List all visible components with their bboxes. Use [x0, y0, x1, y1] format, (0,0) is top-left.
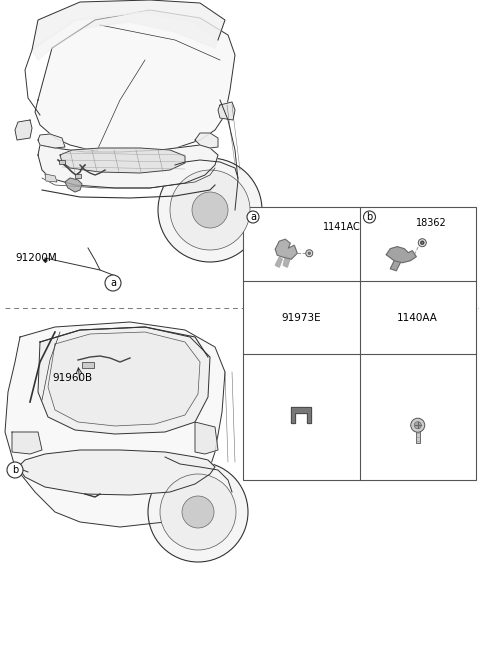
Polygon shape — [12, 432, 42, 454]
Polygon shape — [45, 174, 57, 182]
Polygon shape — [32, 12, 218, 60]
Circle shape — [158, 158, 262, 262]
Text: 1140AA: 1140AA — [397, 312, 438, 323]
Circle shape — [192, 192, 228, 228]
Circle shape — [160, 474, 236, 550]
Polygon shape — [275, 239, 297, 259]
Polygon shape — [38, 134, 65, 148]
Text: b: b — [12, 465, 18, 475]
Text: b: b — [366, 212, 372, 222]
Circle shape — [411, 419, 425, 432]
Polygon shape — [283, 256, 290, 267]
Polygon shape — [291, 407, 311, 423]
Circle shape — [308, 252, 311, 255]
Circle shape — [170, 170, 250, 250]
Polygon shape — [386, 247, 416, 262]
Polygon shape — [48, 332, 200, 426]
Circle shape — [182, 496, 214, 528]
Circle shape — [418, 239, 426, 247]
Polygon shape — [275, 257, 282, 267]
Bar — [416, 425, 420, 443]
Text: 91973E: 91973E — [281, 312, 321, 323]
Polygon shape — [218, 102, 235, 120]
Polygon shape — [195, 133, 218, 148]
Polygon shape — [390, 260, 400, 271]
Polygon shape — [18, 450, 215, 495]
Text: 1141AC: 1141AC — [323, 222, 360, 232]
Bar — [243, 207, 476, 480]
Bar — [59, 160, 65, 164]
Polygon shape — [38, 145, 218, 188]
Circle shape — [148, 462, 248, 562]
Circle shape — [363, 211, 375, 223]
Bar — [82, 362, 94, 368]
Text: a: a — [110, 278, 116, 288]
Circle shape — [247, 211, 259, 223]
Text: 91200M: 91200M — [15, 253, 57, 263]
Polygon shape — [15, 120, 32, 140]
Circle shape — [7, 462, 23, 478]
Circle shape — [105, 275, 121, 291]
Polygon shape — [195, 422, 218, 454]
Bar — [75, 174, 81, 178]
Polygon shape — [5, 322, 225, 527]
Text: 91960B: 91960B — [52, 373, 92, 383]
Polygon shape — [60, 148, 185, 173]
Circle shape — [306, 250, 313, 256]
Text: 18362: 18362 — [416, 218, 447, 228]
Circle shape — [414, 422, 421, 429]
Polygon shape — [35, 10, 235, 155]
Text: a: a — [250, 212, 256, 222]
Polygon shape — [32, 0, 225, 50]
Polygon shape — [38, 327, 210, 434]
Circle shape — [421, 241, 424, 244]
Polygon shape — [65, 178, 82, 192]
